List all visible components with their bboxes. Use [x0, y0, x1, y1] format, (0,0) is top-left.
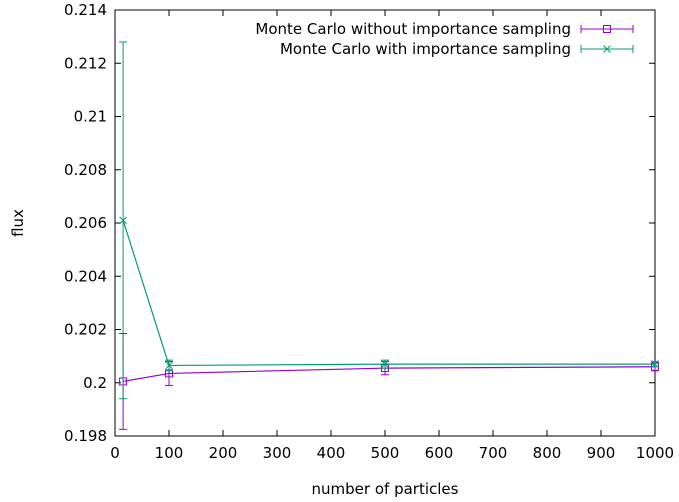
y-tick-label: 0.2 [83, 374, 107, 392]
legend-swatch [580, 45, 634, 53]
marker-stroke [603, 45, 611, 53]
x-tick-label: 700 [479, 444, 508, 462]
y-axis-label: flux [9, 209, 27, 237]
y-tick-label: 0.214 [64, 1, 107, 19]
series-layer [119, 41, 659, 430]
y-tick-label: 0.206 [64, 214, 107, 232]
legend: Monte Carlo without importance sampling M… [255, 20, 634, 58]
series-1 [119, 332, 659, 430]
x-axis-label: number of particles [312, 480, 459, 498]
series-line [122, 220, 655, 367]
x-tick-label: 500 [371, 444, 400, 462]
y-tick-label: 0.21 [74, 108, 107, 126]
x-tick-label: 600 [425, 444, 454, 462]
marker-stroke [165, 361, 173, 370]
legend-label: Monte Carlo without importance sampling [255, 20, 571, 38]
data-point [651, 360, 659, 368]
x-tick-label: 800 [533, 444, 562, 462]
legend-marker [603, 45, 611, 53]
legend-swatch [580, 25, 634, 33]
x-tick-label: 900 [587, 444, 616, 462]
series-2 [119, 41, 659, 400]
x-tick-label: 0 [110, 444, 120, 462]
axis-ticks: 0 100 200 300 400 500 600 700 800 900 1000 0.198 0.2… [64, 1, 674, 462]
marker-stroke [119, 216, 127, 225]
x-tick-label: 200 [209, 444, 238, 462]
data-point [165, 361, 173, 370]
series-line [122, 366, 656, 383]
y-tick-label: 0.198 [64, 427, 107, 445]
x-tick-label: 300 [263, 444, 292, 462]
legend-marker [603, 25, 611, 33]
legend-label: Monte Carlo with importance sampling [280, 40, 571, 58]
marker-stroke [651, 360, 659, 368]
y-tick-label: 0.204 [64, 267, 107, 285]
x-tick-label: 100 [155, 444, 184, 462]
x-tick-label: 400 [317, 444, 346, 462]
y-tick-label: 0.212 [64, 54, 107, 72]
marker-stroke [381, 360, 389, 368]
data-point [381, 360, 389, 368]
y-tick-label: 0.202 [64, 321, 107, 339]
x-tick-label: 1000 [636, 444, 674, 462]
data-point [119, 216, 127, 225]
y-tick-label: 0.208 [64, 161, 107, 179]
